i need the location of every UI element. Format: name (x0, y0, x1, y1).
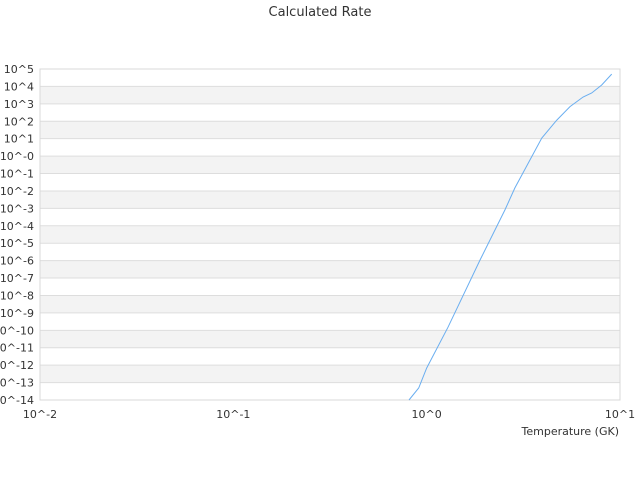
y-tick-label: 10^-7 (0, 272, 34, 285)
grid-band (40, 278, 620, 296)
x-tick-label: 10^1 (605, 408, 635, 421)
y-tick-label: 10^-8 (0, 289, 34, 302)
grid-band (40, 295, 620, 313)
x-tick-label: 10^0 (412, 408, 442, 421)
x-tick-label: 10^-1 (216, 408, 250, 421)
y-tick-label: 10^-1 (0, 168, 34, 181)
y-tick-label: 10^-13 (0, 377, 34, 390)
grid-band (40, 312, 620, 331)
grid-band (40, 260, 620, 279)
grid-band (40, 190, 620, 209)
y-tick-label: 10^-11 (0, 342, 34, 355)
y-tick-label: 10^-4 (0, 220, 34, 233)
grid-band (40, 138, 620, 157)
grid-band (40, 173, 620, 191)
y-tick-label: 10^-0 (0, 150, 34, 163)
grid-band (40, 208, 620, 226)
y-tick-label: 10^3 (4, 98, 34, 111)
series-line (408, 73, 613, 401)
grid-band (40, 365, 620, 383)
grid-band (40, 347, 620, 366)
x-tick-label: 10^-2 (23, 408, 57, 421)
grid-band (40, 382, 620, 400)
y-axis-ticks: 10^5 10^4 10^3 10^2 10^1 10^-0 10^-1 10^-2 10^-3… (0, 63, 34, 407)
y-tick-label: 10^-6 (0, 255, 34, 268)
grid-band (40, 225, 620, 244)
plot-frame (39, 68, 621, 401)
y-tick-label: 10^-9 (0, 307, 34, 320)
y-tick-label: 10^-14 (0, 394, 34, 407)
y-tick-label: 10^4 (4, 80, 34, 93)
y-tick-label: 10^-12 (0, 359, 34, 372)
y-tick-label: 10^-2 (0, 185, 34, 198)
chart-title: Calculated Rate (269, 5, 372, 20)
y-tick-label: 10^2 (4, 115, 34, 128)
y-tick-label: 10^-10 (0, 324, 34, 337)
y-tick-label: 10^-5 (0, 237, 34, 250)
grid-band (40, 86, 620, 104)
grid-band (40, 330, 620, 348)
y-tick-label: 10^5 (4, 63, 34, 76)
grid-band (40, 121, 620, 139)
grid-band (40, 243, 620, 261)
grid-band (40, 156, 620, 174)
x-axis-ticks: 10^-2 10^-1 10^0 10^1 (23, 408, 635, 421)
y-tick-label: 10^1 (4, 133, 34, 146)
grid-bands (40, 68, 620, 400)
grid-band (40, 103, 620, 122)
grid-band (40, 69, 620, 87)
y-tick-label: 10^-3 (0, 202, 34, 215)
x-axis-label: Temperature (GK) (521, 425, 620, 438)
